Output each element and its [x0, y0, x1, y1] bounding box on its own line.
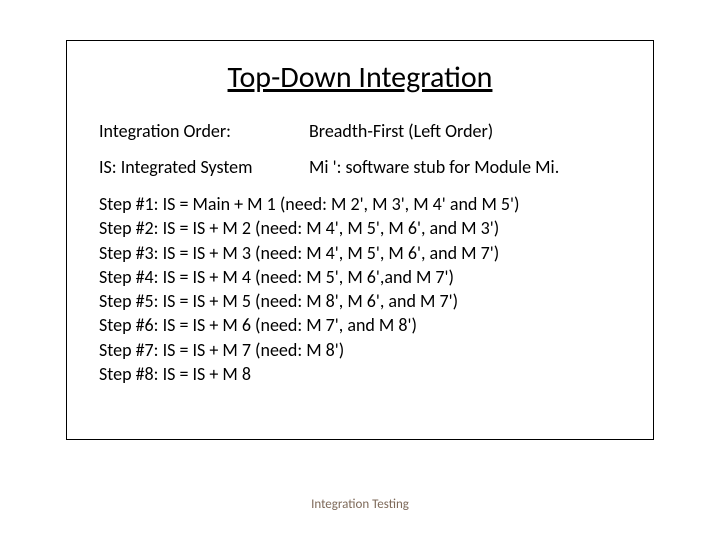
- integration-order-value: Breadth-First (Left Order): [309, 120, 621, 142]
- step-line: Step #7: IS = IS + M 7 (need: M 8'): [99, 338, 621, 362]
- integrated-system-label: IS: Integrated System: [99, 156, 309, 178]
- integration-order-label: Integration Order:: [99, 120, 309, 142]
- slide-content-frame: Top-Down Integration Integration Order: …: [66, 40, 654, 440]
- definition-row-2: IS: Integrated System Mi ': software stu…: [99, 156, 621, 178]
- step-line: Step #8: IS = IS + M 8: [99, 362, 621, 386]
- step-line: Step #5: IS = IS + M 5 (need: M 8', M 6'…: [99, 289, 621, 313]
- step-line: Step #2: IS = IS + M 2 (need: M 4', M 5'…: [99, 216, 621, 240]
- slide-title: Top-Down Integration: [99, 59, 621, 96]
- step-line: Step #6: IS = IS + M 6 (need: M 7', and …: [99, 313, 621, 337]
- steps-list: Step #1: IS = Main + M 1 (need: M 2', M …: [99, 192, 621, 386]
- step-line: Step #4: IS = IS + M 4 (need: M 5', M 6'…: [99, 265, 621, 289]
- step-line: Step #3: IS = IS + M 3 (need: M 4', M 5'…: [99, 241, 621, 265]
- definition-row-1: Integration Order: Breadth-First (Left O…: [99, 120, 621, 142]
- stub-definition: Mi ': software stub for Module Mi.: [309, 156, 621, 178]
- step-line: Step #1: IS = Main + M 1 (need: M 2', M …: [99, 192, 621, 216]
- slide-footer: Integration Testing: [0, 497, 720, 512]
